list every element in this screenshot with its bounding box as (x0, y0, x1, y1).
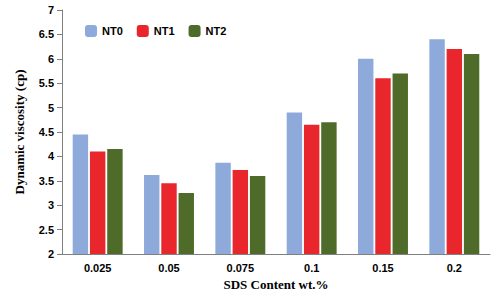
svg-text:2.5: 2.5 (39, 224, 54, 236)
svg-text:4: 4 (48, 150, 55, 162)
svg-text:3.5: 3.5 (39, 175, 54, 187)
svg-text:4.5: 4.5 (39, 126, 54, 138)
svg-text:0.1: 0.1 (304, 262, 319, 274)
svg-text:NT1: NT1 (154, 25, 175, 37)
svg-text:0.025: 0.025 (84, 262, 112, 274)
svg-text:NT0: NT0 (102, 25, 123, 37)
svg-text:0.05: 0.05 (158, 262, 179, 274)
svg-text:2: 2 (48, 248, 54, 260)
svg-text:5.5: 5.5 (39, 77, 54, 89)
svg-text:6: 6 (48, 53, 54, 65)
svg-text:NT2: NT2 (206, 25, 227, 37)
svg-text:SDS Content wt.%: SDS Content wt.% (223, 277, 328, 292)
svg-text:3: 3 (48, 199, 54, 211)
svg-text:Dynamic viscosity (cp): Dynamic viscosity (cp) (12, 70, 27, 195)
svg-text:7: 7 (48, 4, 54, 16)
svg-text:5: 5 (48, 102, 54, 114)
svg-text:0.2: 0.2 (447, 262, 462, 274)
svg-text:0.075: 0.075 (227, 262, 255, 274)
svg-text:0.15: 0.15 (372, 262, 393, 274)
svg-text:6.5: 6.5 (39, 28, 54, 40)
